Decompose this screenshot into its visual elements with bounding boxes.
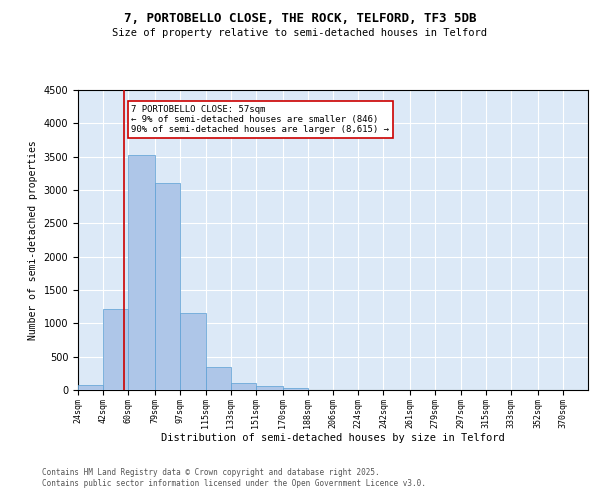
- Bar: [103, 308, 128, 390]
- Text: 7 PORTOBELLO CLOSE: 57sqm
← 9% of semi-detached houses are smaller (846)
90% of : 7 PORTOBELLO CLOSE: 57sqm ← 9% of semi-d…: [131, 104, 389, 134]
- Bar: [231, 384, 256, 390]
- Bar: [283, 388, 308, 390]
- Bar: [155, 184, 180, 390]
- Text: Contains HM Land Registry data © Crown copyright and database right 2025.
Contai: Contains HM Land Registry data © Crown c…: [42, 468, 426, 487]
- Text: Size of property relative to semi-detached houses in Telford: Size of property relative to semi-detach…: [113, 28, 487, 38]
- Bar: [78, 386, 103, 390]
- Bar: [205, 366, 231, 390]
- Bar: [128, 156, 155, 390]
- Bar: [180, 314, 206, 390]
- Y-axis label: Number of semi-detached properties: Number of semi-detached properties: [28, 140, 38, 340]
- X-axis label: Distribution of semi-detached houses by size in Telford: Distribution of semi-detached houses by …: [161, 433, 505, 443]
- Text: 7, PORTOBELLO CLOSE, THE ROCK, TELFORD, TF3 5DB: 7, PORTOBELLO CLOSE, THE ROCK, TELFORD, …: [124, 12, 476, 26]
- Bar: [256, 386, 283, 390]
